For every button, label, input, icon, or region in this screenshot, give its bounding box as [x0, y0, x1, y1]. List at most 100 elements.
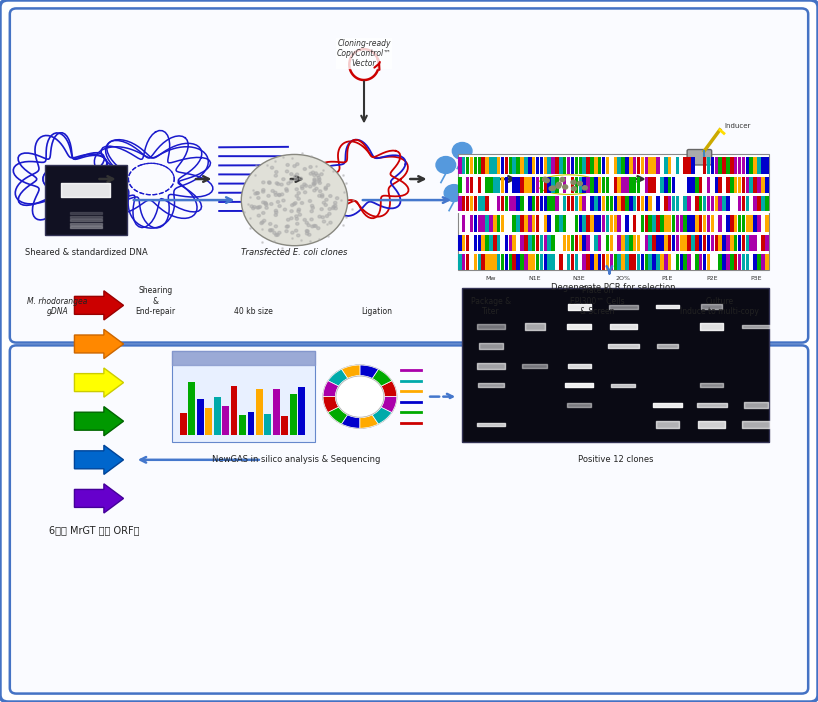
Circle shape [252, 207, 255, 210]
Bar [699, 254, 703, 270]
Wedge shape [360, 365, 379, 378]
Bar [493, 157, 497, 173]
Bar [765, 196, 769, 212]
Circle shape [556, 184, 561, 188]
Bar [582, 157, 586, 173]
Circle shape [324, 204, 327, 206]
Circle shape [312, 189, 316, 192]
Bar [516, 196, 520, 212]
Circle shape [264, 202, 267, 205]
Bar [582, 234, 586, 251]
Bar [532, 196, 536, 212]
Bar [605, 234, 609, 251]
Bar [497, 216, 501, 232]
Circle shape [267, 181, 271, 184]
Bar [653, 177, 656, 193]
Bar [485, 157, 489, 173]
Bar [540, 234, 543, 251]
Circle shape [241, 154, 348, 246]
Wedge shape [323, 380, 339, 397]
Wedge shape [372, 369, 392, 386]
Bar [695, 216, 699, 232]
Ellipse shape [532, 173, 605, 199]
Bar [501, 196, 505, 212]
Bar [609, 234, 614, 251]
Circle shape [335, 197, 339, 199]
Bar [598, 157, 601, 173]
Bar [493, 234, 497, 251]
Bar [536, 196, 539, 212]
Bar [462, 254, 465, 270]
Bar [730, 254, 734, 270]
Polygon shape [74, 484, 124, 513]
Bar [466, 234, 470, 251]
Bar [691, 234, 694, 251]
Bar [563, 157, 567, 173]
Circle shape [320, 173, 323, 176]
Bar [687, 157, 691, 173]
Bar [602, 216, 605, 232]
Bar [742, 177, 745, 193]
Bar [711, 234, 714, 251]
Bar [591, 157, 594, 173]
Bar [180, 413, 187, 435]
Bar [594, 254, 598, 270]
Bar [520, 254, 524, 270]
Bar [738, 216, 741, 232]
Bar [664, 234, 667, 251]
Text: Package &
Titer: Package & Titer [470, 296, 511, 316]
Bar [532, 254, 536, 270]
Bar [605, 196, 609, 212]
Circle shape [326, 184, 330, 187]
Bar [458, 157, 461, 173]
Circle shape [268, 223, 272, 225]
FancyBboxPatch shape [458, 154, 769, 270]
Bar [625, 196, 629, 212]
Bar [555, 177, 559, 193]
Bar [722, 196, 726, 212]
Bar [571, 254, 574, 270]
Bar [618, 234, 621, 251]
Circle shape [560, 178, 564, 182]
Bar [528, 254, 532, 270]
Bar [625, 254, 629, 270]
Circle shape [323, 365, 397, 428]
Bar [188, 382, 196, 435]
Circle shape [253, 206, 256, 208]
Bar [676, 196, 679, 212]
Bar [738, 157, 741, 173]
Polygon shape [74, 329, 124, 359]
Bar [618, 196, 621, 212]
Circle shape [287, 182, 290, 185]
Bar [470, 177, 474, 193]
Bar [462, 216, 465, 232]
Circle shape [317, 227, 320, 230]
Bar [594, 177, 598, 193]
Circle shape [297, 210, 300, 213]
Bar [640, 254, 645, 270]
Circle shape [295, 188, 299, 191]
Bar [497, 196, 501, 212]
Bar [715, 196, 718, 212]
Bar [528, 196, 532, 212]
Bar [753, 234, 757, 251]
Bar [575, 216, 578, 232]
Circle shape [312, 171, 315, 174]
Bar [691, 157, 694, 173]
Bar [726, 177, 730, 193]
Bar [660, 254, 663, 270]
Circle shape [278, 194, 281, 197]
Circle shape [444, 185, 464, 201]
Bar [516, 216, 520, 232]
Bar [637, 196, 640, 212]
Bar [699, 177, 703, 193]
Bar [560, 157, 563, 173]
FancyBboxPatch shape [10, 345, 808, 694]
Circle shape [271, 166, 274, 169]
Bar [695, 234, 699, 251]
Bar [560, 254, 563, 270]
Circle shape [268, 182, 272, 185]
Bar [715, 177, 718, 193]
Bar [563, 234, 567, 251]
Bar [653, 254, 656, 270]
